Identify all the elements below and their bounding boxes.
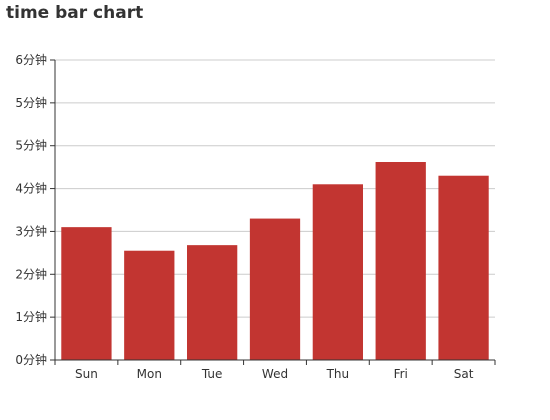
- y-tick-label: 1分钟: [15, 309, 47, 324]
- bar-sun[interactable]: [61, 227, 112, 360]
- bar-fri[interactable]: [375, 162, 426, 360]
- bar-wed[interactable]: [249, 218, 301, 360]
- x-tick-label: Tue: [201, 367, 223, 381]
- bar-thu[interactable]: [312, 184, 363, 360]
- x-tick-label: Mon: [137, 367, 162, 381]
- y-tick-label: 5分钟: [15, 138, 47, 153]
- y-tick-label: 3分钟: [15, 223, 47, 238]
- chart-title: time bar chart: [6, 3, 144, 23]
- bar-series: [61, 162, 489, 360]
- x-tick-label: Sat: [454, 367, 474, 381]
- y-tick-label: 6分钟: [15, 52, 47, 67]
- y-tick-label: 2分钟: [15, 266, 47, 281]
- y-tick-label: 5分钟: [15, 95, 47, 110]
- y-tick-label: 0分钟: [15, 352, 47, 367]
- x-tick-label: Thu: [326, 367, 350, 381]
- bar-mon[interactable]: [124, 250, 175, 360]
- bar-tue[interactable]: [187, 245, 238, 360]
- y-tick-label: 4分钟: [15, 181, 47, 196]
- x-tick-label: Fri: [394, 367, 408, 381]
- axes: 0分钟 1分钟 2分钟 3分钟 4分钟 5分钟 5分钟 6分钟 Sun Mon Tue Wed Thu F…: [15, 52, 496, 381]
- x-tick-label: Wed: [262, 367, 288, 381]
- bar-sat[interactable]: [438, 175, 489, 360]
- x-tick-label: Sun: [75, 367, 98, 381]
